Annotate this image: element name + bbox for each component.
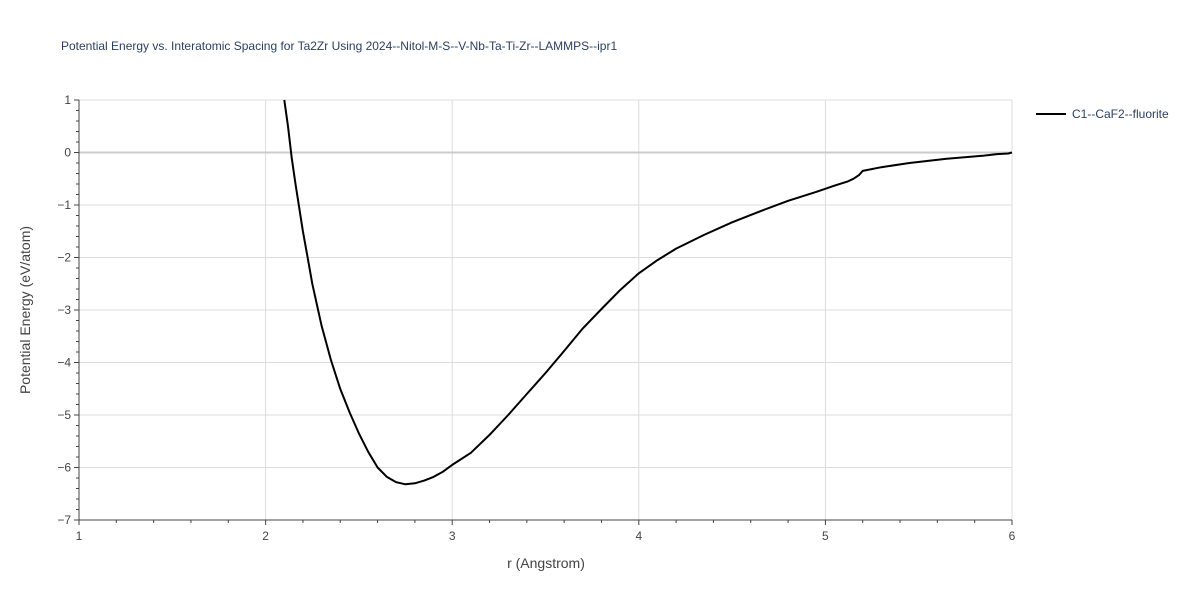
series-line	[283, 99, 1013, 486]
x-tick-label: 3	[449, 529, 456, 543]
series-layer	[283, 99, 1013, 486]
grid-layer	[79, 99, 1013, 520]
y-tick-label: 0	[64, 146, 71, 160]
legend-label: C1--CaF2--fluorite	[1072, 107, 1169, 121]
x-tick-label: 4	[635, 529, 642, 543]
y-tick-label: −5	[57, 408, 71, 422]
y-tick-label: −6	[57, 461, 71, 475]
y-tick-label: −3	[57, 303, 71, 317]
x-tick-label: 6	[1009, 529, 1016, 543]
x-tick-label: 1	[76, 529, 83, 543]
y-tick-label: −7	[57, 513, 71, 527]
axes-layer: 1 2 3 4 5 6 −7 −6 −5 −4 −3 −2 −1 0 1	[57, 93, 1015, 543]
y-axis-title: Potential Energy (eV/atom)	[17, 226, 33, 394]
x-tick-label: 5	[822, 529, 829, 543]
legend[interactable]: C1--CaF2--fluorite	[1036, 107, 1169, 121]
chart-title: Potential Energy vs. Interatomic Spacing…	[61, 39, 617, 53]
y-tick-label: −2	[57, 251, 71, 265]
y-tick-label: 1	[64, 93, 71, 107]
y-tick-label: −1	[57, 198, 71, 212]
x-tick-label: 2	[262, 529, 269, 543]
x-axis-title: r (Angstrom)	[507, 555, 585, 571]
y-tick-label: −4	[57, 356, 71, 370]
